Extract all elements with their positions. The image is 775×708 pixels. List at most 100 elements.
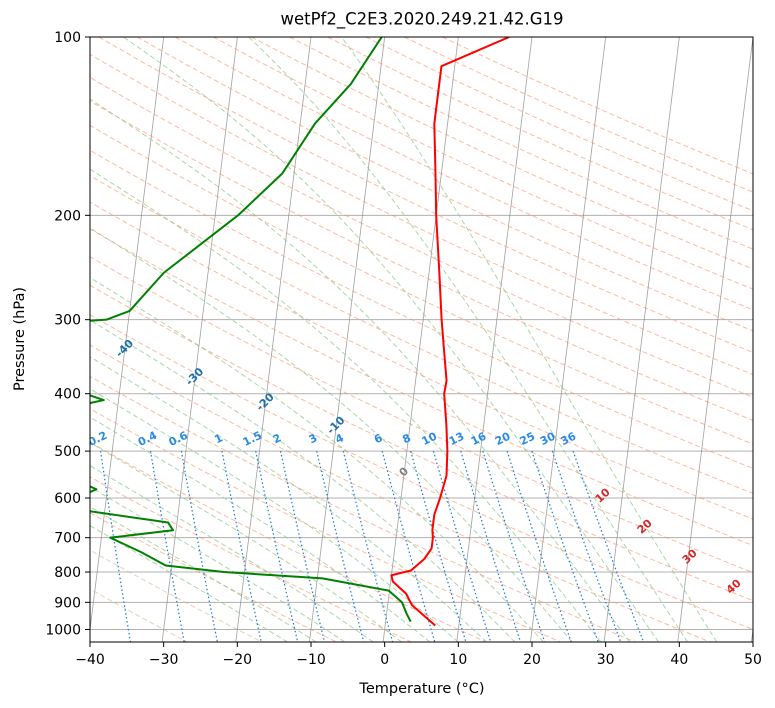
- moist-adiabat-lines: [90, 37, 718, 642]
- dry-adiabat-line: [327, 37, 753, 231]
- isotherm-line: [530, 37, 607, 642]
- mixing-ratio-line: [410, 450, 467, 642]
- moist-adiabat-line: [90, 356, 487, 642]
- mixing-ratio-line: [316, 450, 365, 642]
- x-tick-label: −10: [296, 652, 326, 668]
- mixing-ratio-line: [279, 450, 326, 642]
- moist-adiabat-line: [90, 416, 431, 642]
- mixing-ratio-line: [99, 451, 132, 642]
- x-axis-ticks: −40 −30 −20 −10 0 10 20 30 40 50: [75, 642, 762, 668]
- x-tick-label: 0: [380, 652, 389, 668]
- dry-adiabat-line: [90, 149, 753, 469]
- y-tick-label: 100: [54, 30, 81, 46]
- mixing-ratio-lines: [99, 450, 645, 642]
- x-tick-label: −30: [149, 652, 179, 668]
- isotherm-line: [603, 37, 680, 642]
- mixing-ratio-line: [149, 451, 185, 642]
- x-tick-label: −40: [75, 652, 105, 668]
- mixing-ratio-label: 3: [307, 431, 320, 446]
- isotherm-line: [161, 37, 238, 642]
- dry-adiabat-line: [365, 37, 753, 212]
- isotherm-label: -30: [183, 365, 206, 388]
- dry-adiabat-line: [90, 588, 188, 642]
- isotherm-line: [677, 37, 753, 642]
- dry-adiabat-line: [90, 228, 753, 547]
- x-tick-label: 50: [744, 652, 762, 668]
- dry-adiabat-line: [251, 37, 753, 270]
- y-tick-label: 200: [54, 208, 81, 224]
- mixing-ratio-label: 13: [447, 430, 466, 448]
- mixing-ratio-label: 20: [493, 430, 513, 449]
- moist-adiabat-line: [123, 37, 659, 642]
- mixing-ratio-label: 30: [538, 430, 558, 449]
- y-tick-label: 600: [54, 491, 81, 507]
- dry-adiabat-label: 10: [593, 485, 613, 505]
- dewpoint-line: [90, 37, 412, 623]
- isotherm-line: [456, 37, 533, 642]
- dry-adiabat-line: [90, 476, 412, 642]
- y-tick-label: 400: [54, 387, 81, 403]
- x-axis-label: Temperature (°C): [358, 681, 484, 697]
- dry-adiabat-line: [90, 201, 753, 520]
- dry-adiabat-line: [90, 284, 753, 602]
- dry-adiabat-line: [90, 124, 753, 445]
- y-tick-label: 500: [54, 444, 81, 460]
- isotherm-label: 0: [397, 464, 412, 479]
- y-tick-label: 800: [54, 565, 81, 581]
- dry-adiabat-label: 30: [680, 546, 700, 566]
- moist-adiabat-line: [90, 277, 544, 642]
- y-axis-label: Pressure (hPa): [12, 287, 28, 391]
- moist-adiabat-line: [90, 227, 573, 642]
- x-tick-label: 40: [670, 652, 688, 668]
- dry-adiabat-label: 20: [635, 516, 655, 536]
- moist-adiabat-line: [341, 37, 718, 642]
- y-axis-ticks: 100 200 300 400 500 600 700 800 900 1000: [45, 30, 90, 638]
- dry-adiabat-line: [90, 408, 561, 642]
- sounding-lines: [90, 37, 510, 627]
- mixing-ratio-line: [342, 450, 394, 642]
- mixing-ratio-line: [221, 450, 262, 642]
- x-tick-label: −20: [223, 652, 253, 668]
- x-tick-label: 30: [597, 652, 615, 668]
- isotherm-line: [90, 37, 165, 633]
- moist-adiabat-line: [90, 506, 317, 642]
- mixing-ratio-line: [506, 450, 572, 642]
- y-tick-label: 300: [54, 313, 81, 329]
- dry-adiabat-line: [90, 76, 753, 398]
- dry-adiabat-line: [90, 549, 263, 642]
- y-tick-label: 700: [54, 531, 81, 547]
- dry-adiabat-line: [90, 314, 753, 630]
- dry-adiabat-line: [90, 175, 753, 495]
- isotherm-line: [382, 37, 459, 642]
- moist-adiabat-line: [90, 319, 516, 642]
- mixing-ratio-line: [432, 450, 492, 642]
- mixing-ratio-line: [255, 450, 299, 642]
- mixing-ratio-label: 25: [518, 430, 537, 448]
- moist-adiabat-line: [90, 441, 402, 642]
- moist-adiabat-line: [90, 465, 374, 642]
- dry-adiabat-line: [90, 256, 753, 574]
- dry-adiabat-line: [90, 441, 487, 642]
- mixing-ratio-line: [531, 450, 599, 642]
- isotherm-line: [751, 626, 753, 642]
- dry-adiabat-line: [90, 512, 337, 642]
- y-tick-label: 1000: [45, 622, 81, 638]
- mixing-ratio-line: [551, 450, 622, 642]
- moist-adiabat-line: [90, 98, 631, 642]
- dry-adiabat-lines: [90, 37, 753, 642]
- dry-adiabat-line: [90, 344, 711, 642]
- isotherm-line: [309, 37, 386, 642]
- plot-area: 0.10.20.40.611.52346810131620253036-100-…: [90, 37, 753, 642]
- mixing-ratio-line: [482, 450, 546, 642]
- chart-title: wetPf2_C2E3.2020.249.21.42.G19: [280, 10, 563, 30]
- dry-adiabat-line: [403, 37, 753, 193]
- mixing-ratio-line: [460, 450, 522, 642]
- y-tick-label: 900: [54, 595, 81, 611]
- isotherm-lines: [90, 37, 753, 642]
- plot-frame: [89, 36, 754, 643]
- dry-adiabat-line: [174, 37, 753, 311]
- mixing-ratio-label: 8: [400, 431, 413, 446]
- isotherm-label: -40: [113, 337, 136, 360]
- dry-adiabat-label: 40: [724, 576, 744, 596]
